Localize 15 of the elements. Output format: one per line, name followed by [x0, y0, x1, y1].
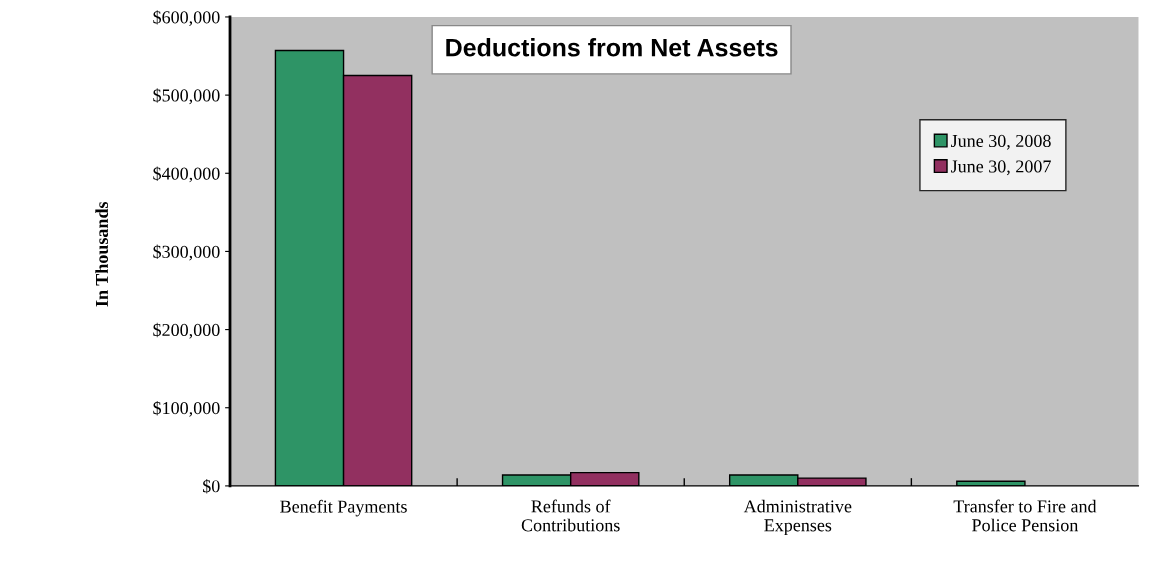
y-tick-label: $0 [203, 479, 220, 494]
y-tick-label: $300,000 [153, 244, 220, 261]
x-tick-label: Refunds of Contributions [521, 499, 620, 532]
y-tick-label: $200,000 [153, 322, 220, 339]
legend-label: June 30, 2008 [951, 134, 1051, 150]
y-tick-label: $100,000 [153, 400, 220, 417]
y-tick-label: $500,000 [153, 88, 220, 105]
legend-label: June 30, 2007 [951, 160, 1051, 176]
y-axis-title: In Thousands [95, 201, 109, 307]
y-tick-label: $400,000 [153, 166, 220, 183]
y-tick-label: $600,000 [153, 10, 220, 26]
x-tick-label: Benefit Payments [280, 499, 407, 517]
x-tick-label: Administrative Expenses [743, 499, 852, 536]
x-tick-label: Transfer to Fire and Police Pension [953, 499, 1097, 532]
text: Deductions from Net Assets [446, 38, 778, 57]
